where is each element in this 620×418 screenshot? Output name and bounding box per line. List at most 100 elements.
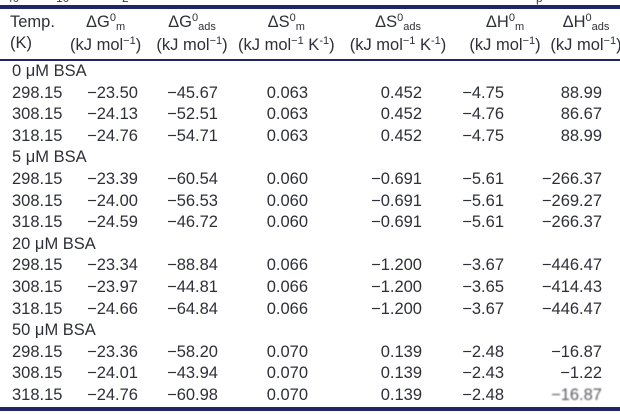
data-cell: −414.43 — [541, 277, 602, 296]
subscript: m — [514, 21, 525, 33]
data-row: 318.15 −24.59 −46.72 0.060 −0.691 −5.61 −266.3… — [0, 212, 620, 234]
filler-cell — [602, 104, 620, 126]
data-cell: 0.070 — [266, 364, 308, 383]
data-cell: −1.200 — [371, 256, 422, 275]
header-text: ) — [616, 36, 620, 54]
data-cell: −44.81 — [167, 277, 218, 296]
superscript: −1 — [209, 35, 223, 47]
data-cell: −24.13 — [87, 105, 138, 124]
column-header-content: ΔG0ads (kJ mol−1) — [156, 12, 227, 58]
superscript: -1 — [319, 35, 330, 47]
data-cell: −64.84 — [167, 299, 218, 318]
data-cell: 0.066 — [266, 277, 308, 296]
filler-cell — [602, 255, 620, 277]
data-row: 298.15 −23.39 −60.54 0.060 −0.691 −5.61 −266.3… — [0, 169, 620, 191]
data-cell: 0.060 — [266, 191, 308, 210]
filler-cell — [602, 191, 620, 213]
column-header-content: ΔG0m (kJ mol−1) — [70, 12, 141, 58]
section-row: 20 μM BSA — [0, 234, 620, 256]
data-cell: −54.71 — [167, 126, 218, 145]
column-header: ΔG0ads (kJ mol−1) — [138, 9, 228, 61]
superscript: −1 — [603, 35, 617, 47]
header-text: ΔG — [168, 13, 192, 31]
header-text: ΔS — [267, 13, 290, 31]
column-symbol: Temp. — [10, 12, 55, 33]
superscript: 0 — [508, 12, 515, 24]
data-cell: −3.67 — [462, 299, 504, 318]
column-unit: (kJ mol−1) — [156, 35, 227, 58]
data-cell: 0.063 — [266, 126, 308, 145]
data-cell: 0.070 — [266, 385, 308, 404]
section-row: 50 μM BSA — [0, 320, 620, 342]
data-cell: 0.139 — [380, 364, 422, 383]
filler-cell — [602, 385, 620, 407]
data-cell: −4.75 — [462, 126, 504, 145]
header-text: (K) — [10, 34, 32, 52]
section-label: 50 μM BSA — [12, 321, 96, 340]
data-cell: 0.452 — [380, 126, 422, 145]
column-header-content: ΔH0m (kJ mol−1) — [469, 12, 540, 58]
data-cell: −5.61 — [462, 169, 504, 188]
header-text: ) — [222, 36, 228, 54]
section-row: 0 μM BSA — [0, 60, 620, 83]
column-unit: (kJ mol−1) — [469, 35, 540, 58]
data-cell: 0.452 — [380, 83, 422, 102]
data-cell: 0.070 — [266, 342, 308, 361]
data-cell: 0.139 — [380, 385, 422, 404]
column-header: ΔH0ads(kJ mol−1) — [504, 9, 620, 61]
header-text: ΔH — [485, 13, 509, 31]
superscript: −1 — [291, 35, 304, 47]
data-row: 308.15 −23.97 −44.81 0.066 −1.200 −3.65 −414.4… — [0, 277, 620, 299]
data-cell: 308.15 — [12, 277, 63, 296]
caption-fragment: 2 — [122, 0, 129, 5]
superscript: 0 — [397, 12, 404, 24]
subscript: ads — [591, 21, 610, 33]
data-cell: 318.15 — [12, 126, 63, 145]
header-text: (kJ mol — [156, 36, 210, 54]
data-cell: −4.75 — [462, 83, 504, 102]
header-text: (kJ mol — [70, 36, 124, 54]
data-cell: −446.47 — [541, 256, 602, 275]
superscript: 0 — [109, 12, 117, 24]
column-header: ΔH0m (kJ mol−1) — [422, 9, 541, 61]
subscript: m — [116, 21, 126, 33]
section-row: 5 μM BSA — [0, 147, 620, 169]
data-cell: −23.97 — [87, 277, 138, 296]
data-cell: 0.066 — [266, 299, 308, 318]
column-header-content: ΔS0ads (kJ mol−1 K-1) — [350, 12, 447, 58]
data-row: 308.15 −24.13 −52.51 0.063 0.452 −4.76 86.67 — [0, 104, 620, 126]
data-cell: −0.691 — [371, 169, 422, 188]
table-top-rule — [0, 5, 620, 9]
header-text: ΔG — [86, 13, 110, 31]
data-row: 298.15 −23.50 −45.67 0.063 0.452 −4.75 88.99 — [0, 83, 620, 105]
column-header-content: ΔS0m (kJ mol−1 K-1) — [238, 12, 335, 58]
caption-fragment: 10 — [56, 0, 69, 5]
data-cell: −16.87 — [551, 342, 602, 361]
header-text: (kJ mol — [550, 36, 604, 54]
header-text: K — [415, 36, 432, 54]
header-text: (kJ mol — [349, 36, 403, 54]
superscript: 0 — [585, 12, 592, 24]
data-cell: −23.50 — [87, 83, 138, 102]
data-cell: −1.22 — [560, 364, 602, 383]
data-cell: −446.47 — [541, 299, 602, 318]
header-text: (kJ mol — [238, 36, 292, 54]
data-cell: 0.060 — [266, 169, 308, 188]
caption-fragment: - — [100, 0, 104, 5]
superscript: 0 — [191, 12, 199, 24]
data-cell: 308.15 — [12, 191, 63, 210]
data-cell: −24.59 — [87, 213, 138, 232]
column-unit: (kJ mol−1) — [70, 35, 141, 58]
data-cell: −0.691 — [371, 191, 422, 210]
column-unit: (kJ mol−1 K-1) — [350, 35, 447, 58]
data-cell: 318.15 — [12, 213, 63, 232]
filler-cell — [602, 126, 620, 148]
column-symbol: ΔG0m — [70, 12, 141, 35]
filler-cell — [602, 277, 620, 299]
column-header: ΔS0ads (kJ mol−1 K-1) — [308, 9, 446, 61]
section-label: 20 μM BSA — [12, 234, 96, 253]
data-row: 298.15 −23.34 −88.84 0.066 −1.200 −3.67 −446.4… — [0, 255, 620, 277]
data-cell: −46.72 — [167, 213, 218, 232]
header-text: K — [303, 36, 320, 54]
